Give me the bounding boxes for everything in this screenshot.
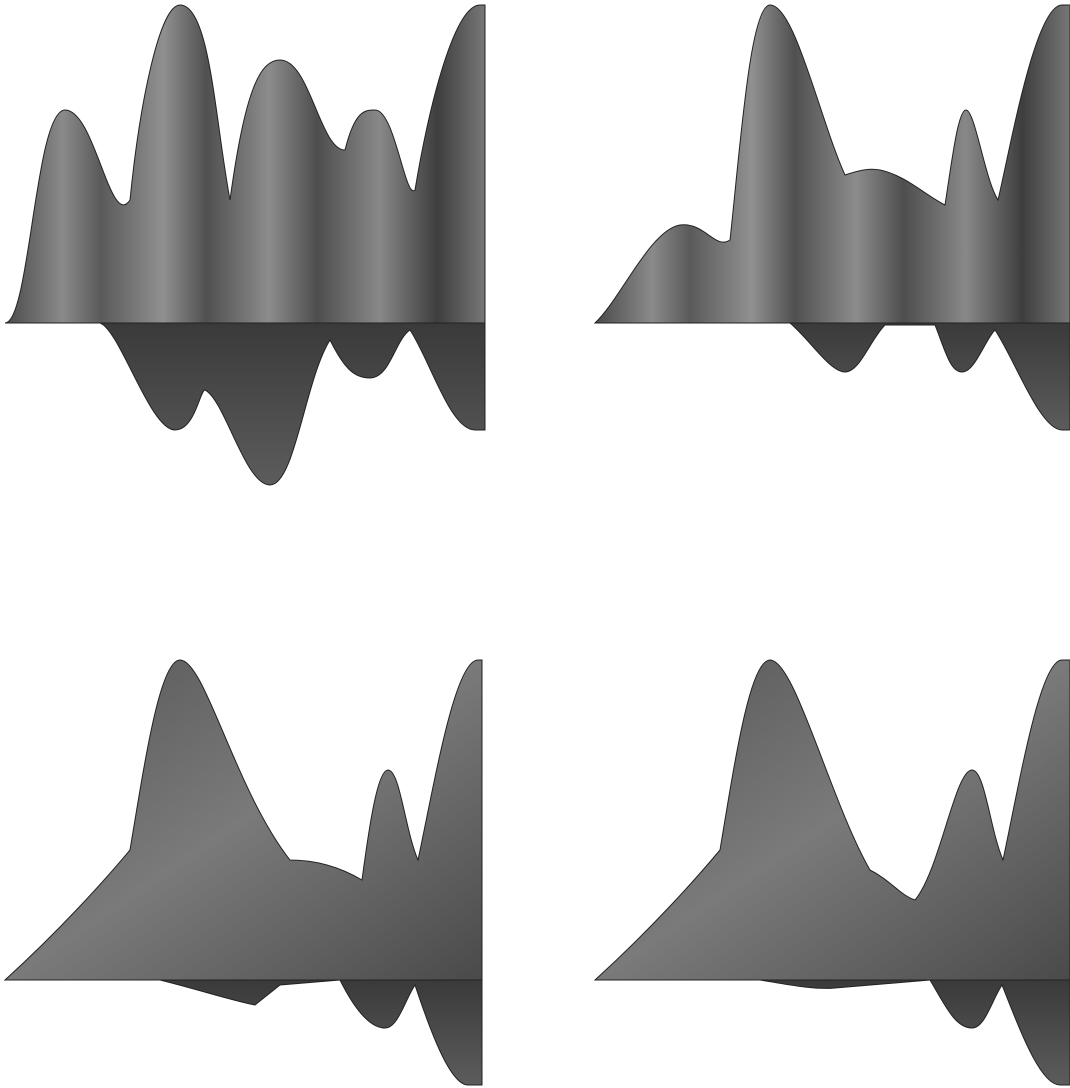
surface-upper	[5, 660, 482, 980]
figure	[0, 0, 1070, 1088]
surface-panel	[595, 660, 1070, 1085]
surface-lower	[160, 980, 482, 1085]
surface-upper	[595, 5, 1070, 323]
surface-panel	[5, 5, 485, 485]
surface-upper	[595, 660, 1070, 980]
page	[0, 0, 1070, 1088]
surface-upper	[5, 5, 485, 323]
surface-lower	[790, 323, 1070, 430]
surface-panel	[595, 5, 1070, 430]
surface-lower	[100, 323, 485, 485]
surface-lower	[760, 980, 1070, 1085]
surface-panel	[5, 660, 482, 1085]
